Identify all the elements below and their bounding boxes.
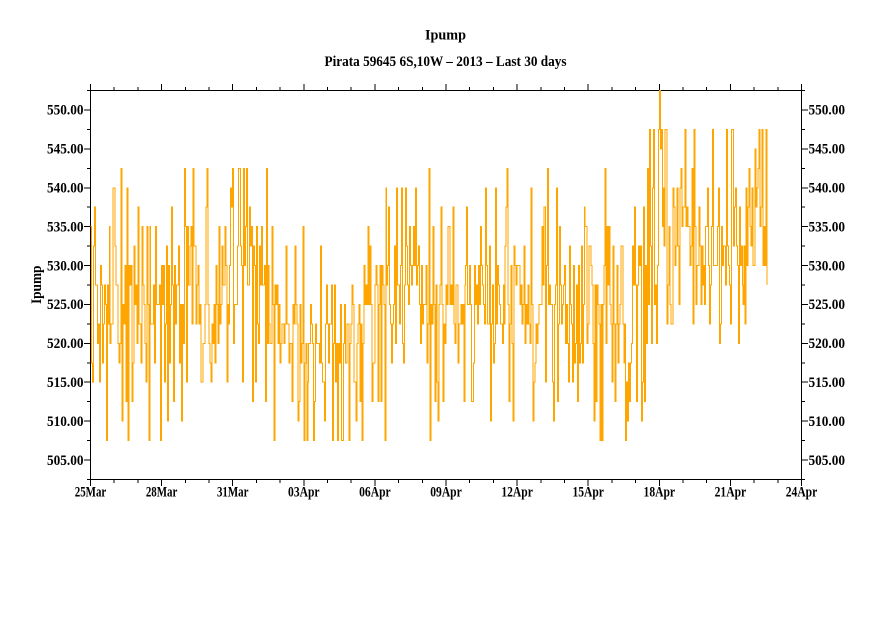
svg-text:25Mar: 25Mar <box>75 485 107 501</box>
svg-text:31Mar: 31Mar <box>217 485 249 501</box>
svg-text:06Apr: 06Apr <box>359 485 391 501</box>
svg-text:540.00: 540.00 <box>47 181 84 197</box>
svg-text:535.00: 535.00 <box>47 220 84 236</box>
svg-text:525.00: 525.00 <box>47 297 84 313</box>
svg-text:21Apr: 21Apr <box>715 485 747 501</box>
svg-text:550.00: 550.00 <box>47 103 84 119</box>
svg-text:12Apr: 12Apr <box>501 485 533 501</box>
svg-text:18Apr: 18Apr <box>644 485 676 501</box>
svg-text:510.00: 510.00 <box>809 414 846 430</box>
svg-text:530.00: 530.00 <box>47 258 84 274</box>
svg-text:520.00: 520.00 <box>809 336 846 352</box>
svg-text:545.00: 545.00 <box>47 142 84 158</box>
svg-text:15Apr: 15Apr <box>572 485 604 501</box>
svg-text:525.00: 525.00 <box>809 297 846 313</box>
svg-text:540.00: 540.00 <box>809 181 846 197</box>
svg-text:545.00: 545.00 <box>809 142 846 158</box>
svg-text:515.00: 515.00 <box>809 375 846 391</box>
svg-text:535.00: 535.00 <box>809 220 846 236</box>
svg-text:515.00: 515.00 <box>47 375 84 391</box>
svg-text:510.00: 510.00 <box>47 414 84 430</box>
svg-text:09Apr: 09Apr <box>430 485 462 501</box>
svg-text:530.00: 530.00 <box>809 258 846 274</box>
svg-text:Ipump: Ipump <box>29 266 45 305</box>
svg-text:505.00: 505.00 <box>809 453 846 469</box>
svg-text:24Apr: 24Apr <box>786 485 818 501</box>
svg-text:03Apr: 03Apr <box>288 485 320 501</box>
svg-text:520.00: 520.00 <box>47 336 84 352</box>
svg-text:Ipump: Ipump <box>425 28 466 44</box>
svg-text:Pirata 59645 6S,10W – 2013 – L: Pirata 59645 6S,10W – 2013 – Last 30 day… <box>325 54 567 70</box>
svg-text:28Mar: 28Mar <box>146 485 178 501</box>
svg-text:550.00: 550.00 <box>809 103 846 119</box>
svg-text:505.00: 505.00 <box>47 453 84 469</box>
